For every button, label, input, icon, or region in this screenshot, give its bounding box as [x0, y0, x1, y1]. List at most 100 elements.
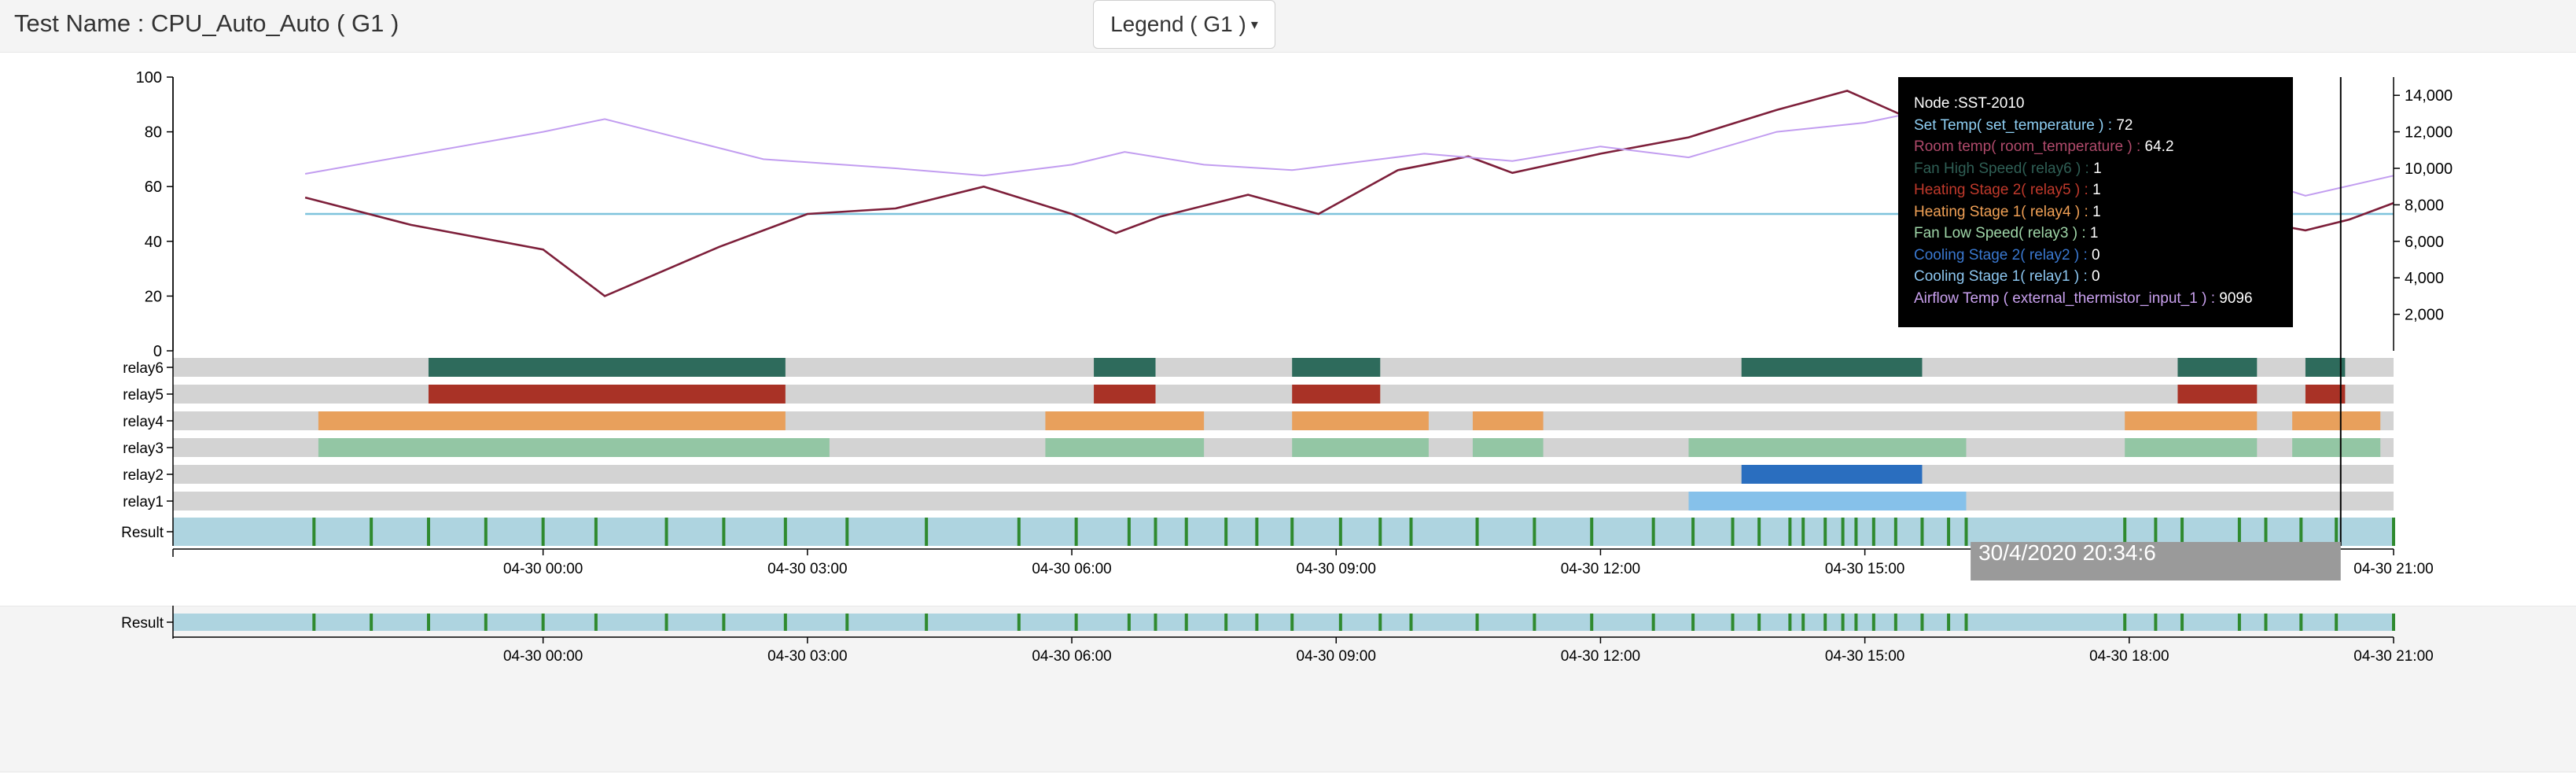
relay-on-bar: [2125, 411, 2258, 430]
relay-on-bar: [1292, 438, 1429, 457]
relay-on-bar: [1094, 385, 1156, 404]
tooltip-node: Node :SST-2010: [1914, 95, 2025, 112]
left-tick-label: 20: [145, 288, 162, 305]
tooltip-row-value: 1: [2088, 160, 2102, 177]
tooltip-row-value: 9096: [2214, 289, 2253, 307]
crosshair-label-box: [1971, 542, 2341, 580]
tooltip-row-label: Heating Stage 1( relay4 ) :: [1914, 203, 2088, 220]
relay-on-bar: [1688, 492, 1967, 510]
left-tick-label: 100: [136, 69, 162, 87]
tooltip-row: Heating Stage 2( relay5 ) : 1: [1914, 179, 2277, 201]
tooltip-row: Airflow Temp ( external_thermistor_input…: [1914, 288, 2277, 310]
right-tick-label: 6,000: [2405, 234, 2444, 251]
tooltip-row-label: Fan Low Speed( relay3 ) :: [1914, 225, 2086, 241]
overview-row-bg: [173, 614, 2394, 631]
tooltip-row: Fan High Speed( relay6 ) : 1: [1914, 158, 2277, 180]
page-title: Test Name : CPU_Auto_Auto ( G1 ): [14, 9, 399, 37]
relay-row-label: relay1: [123, 494, 164, 510]
relay-row-bg: [173, 465, 2394, 484]
relay-on-bar: [1741, 465, 1923, 484]
tooltip-row-value: 1: [2085, 225, 2099, 241]
relay-on-bar: [2125, 438, 2258, 457]
relay-on-bar: [1292, 385, 1381, 404]
overview-brush-area[interactable]: Result 04-30 00:00 04-30 03:00 04-30 06:00 0…: [121, 606, 2434, 665]
relay-on-bar: [428, 358, 786, 377]
tooltip-row: Cooling Stage 1( relay1 ) : 0: [1914, 266, 2277, 288]
tooltip-row-label: Set Temp( set_temperature ) :: [1914, 116, 2113, 134]
relay-row-label: relay2: [123, 467, 164, 484]
crosshair-label: 30/4/2020 20:34:6: [1978, 540, 2156, 565]
overview-x-tick-label: 04-30 09:00: [1297, 648, 1376, 665]
tooltip-row-value: 0: [2087, 268, 2100, 285]
tooltip-row-value: 0: [2087, 246, 2100, 264]
relay-on-bar: [318, 438, 830, 457]
relay-gantt-area: [173, 358, 2395, 546]
relay-on-bar: [318, 411, 786, 430]
x-tick-label: 04-30 12:00: [1561, 561, 1640, 577]
relay-row-label: relay6: [123, 360, 164, 377]
tooltip-row-value: 1: [2088, 182, 2101, 198]
relay-row-label: relay5: [123, 387, 164, 404]
tooltip-row: Cooling Stage 2( relay2 ) : 0: [1914, 245, 2277, 267]
tooltip-row: Room temp( room_temperature ) : 64.2: [1914, 136, 2277, 158]
x-tick-label: 04-30 03:00: [767, 561, 847, 577]
tooltip-row-value: 64.2: [2140, 138, 2174, 155]
relay-on-bar: [2292, 411, 2381, 430]
tooltip-row: Set Temp( set_temperature ) : 72: [1914, 115, 2277, 137]
tooltip-row: Fan Low Speed( relay3 ) : 1: [1914, 223, 2277, 245]
overview-x-tick-label: 04-30 03:00: [767, 648, 847, 665]
tooltip-row: Heating Stage 1( relay4 ) : 1: [1914, 201, 2277, 223]
relay-on-bar: [1741, 358, 1923, 377]
tooltip-row-value: 72: [2112, 116, 2133, 134]
caret-down-icon: ▾: [1250, 16, 1258, 32]
top-bar: Test Name : CPU_Auto_Auto ( G1 ) Legend …: [0, 0, 2576, 53]
relay-on-bar: [2177, 385, 2258, 404]
relay-on-bar: [2292, 438, 2381, 457]
relay-row-label: relay3: [123, 440, 164, 457]
left-tick-label: 80: [145, 124, 162, 142]
relay-on-bar: [2305, 358, 2346, 377]
tooltip-row-value: 1: [2088, 203, 2101, 220]
relay-on-bar: [428, 385, 786, 404]
overview-x-tick-label: 04-30 15:00: [1825, 648, 1904, 665]
relay-row-label: relay4: [123, 414, 164, 430]
legend-button-label: Legend ( G1 ): [1110, 12, 1246, 36]
relay-on-bar: [1094, 358, 1156, 377]
x-tick-label: 04-30 15:00: [1825, 561, 1904, 577]
tooltip-row-label: Airflow Temp ( external_thermistor_input…: [1914, 289, 2215, 307]
relay-on-bar: [2305, 385, 2346, 404]
tooltip-row-label: Cooling Stage 1( relay1 ) :: [1914, 268, 2088, 285]
relay-on-bar: [1292, 358, 1381, 377]
result-row-label: Result: [121, 525, 164, 541]
right-tick-label: 4,000: [2405, 270, 2444, 287]
right-tick-label: 8,000: [2405, 197, 2444, 214]
crosshair: 30/4/2020 20:34:6: [1971, 77, 2342, 580]
left-tick-label: 0: [153, 343, 162, 360]
relay-on-bar: [2177, 358, 2258, 377]
hover-tooltip: Node :SST-2010 Set Temp( set_temperature…: [1898, 77, 2293, 327]
relay-on-bar: [1292, 411, 1429, 430]
overview-x-tick-label: 04-30 00:00: [503, 648, 583, 665]
left-tick-label: 40: [145, 234, 162, 251]
right-tick-label: 2,000: [2405, 307, 2444, 324]
tooltip-rows: Set Temp( set_temperature ) : 72 Room tem…: [1914, 115, 2277, 310]
relay-row-bg: [173, 492, 2394, 510]
tooltip-row-label: Heating Stage 2( relay5 ) :: [1914, 182, 2088, 198]
tooltip-row-label: Room temp( room_temperature ) :: [1914, 138, 2141, 155]
x-tick-label: 04-30 00:00: [503, 561, 583, 577]
relay-on-bar: [1472, 411, 1544, 430]
legend-dropdown-button[interactable]: Legend ( G1 ) ▾: [1093, 0, 1275, 49]
overview-x-tick-label: 04-30 12:00: [1561, 648, 1640, 665]
relay-on-bar: [1045, 411, 1205, 430]
relay-on-bar: [1688, 438, 1967, 457]
overview-x-tick-label: 04-30 06:00: [1032, 648, 1111, 665]
overview-panel: [0, 606, 2576, 772]
right-tick-label: 12,000: [2405, 124, 2453, 142]
x-tick-label: 04-30 09:00: [1297, 561, 1376, 577]
overview-x-tick-label: 04-30 18:00: [2089, 648, 2169, 665]
tooltip-row-label: Cooling Stage 2( relay2 ) :: [1914, 246, 2088, 264]
overview-label: Result: [121, 615, 164, 632]
x-tick-label: 04-30 06:00: [1032, 561, 1111, 577]
tooltip-row-label: Fan High Speed( relay6 ) :: [1914, 160, 2089, 177]
